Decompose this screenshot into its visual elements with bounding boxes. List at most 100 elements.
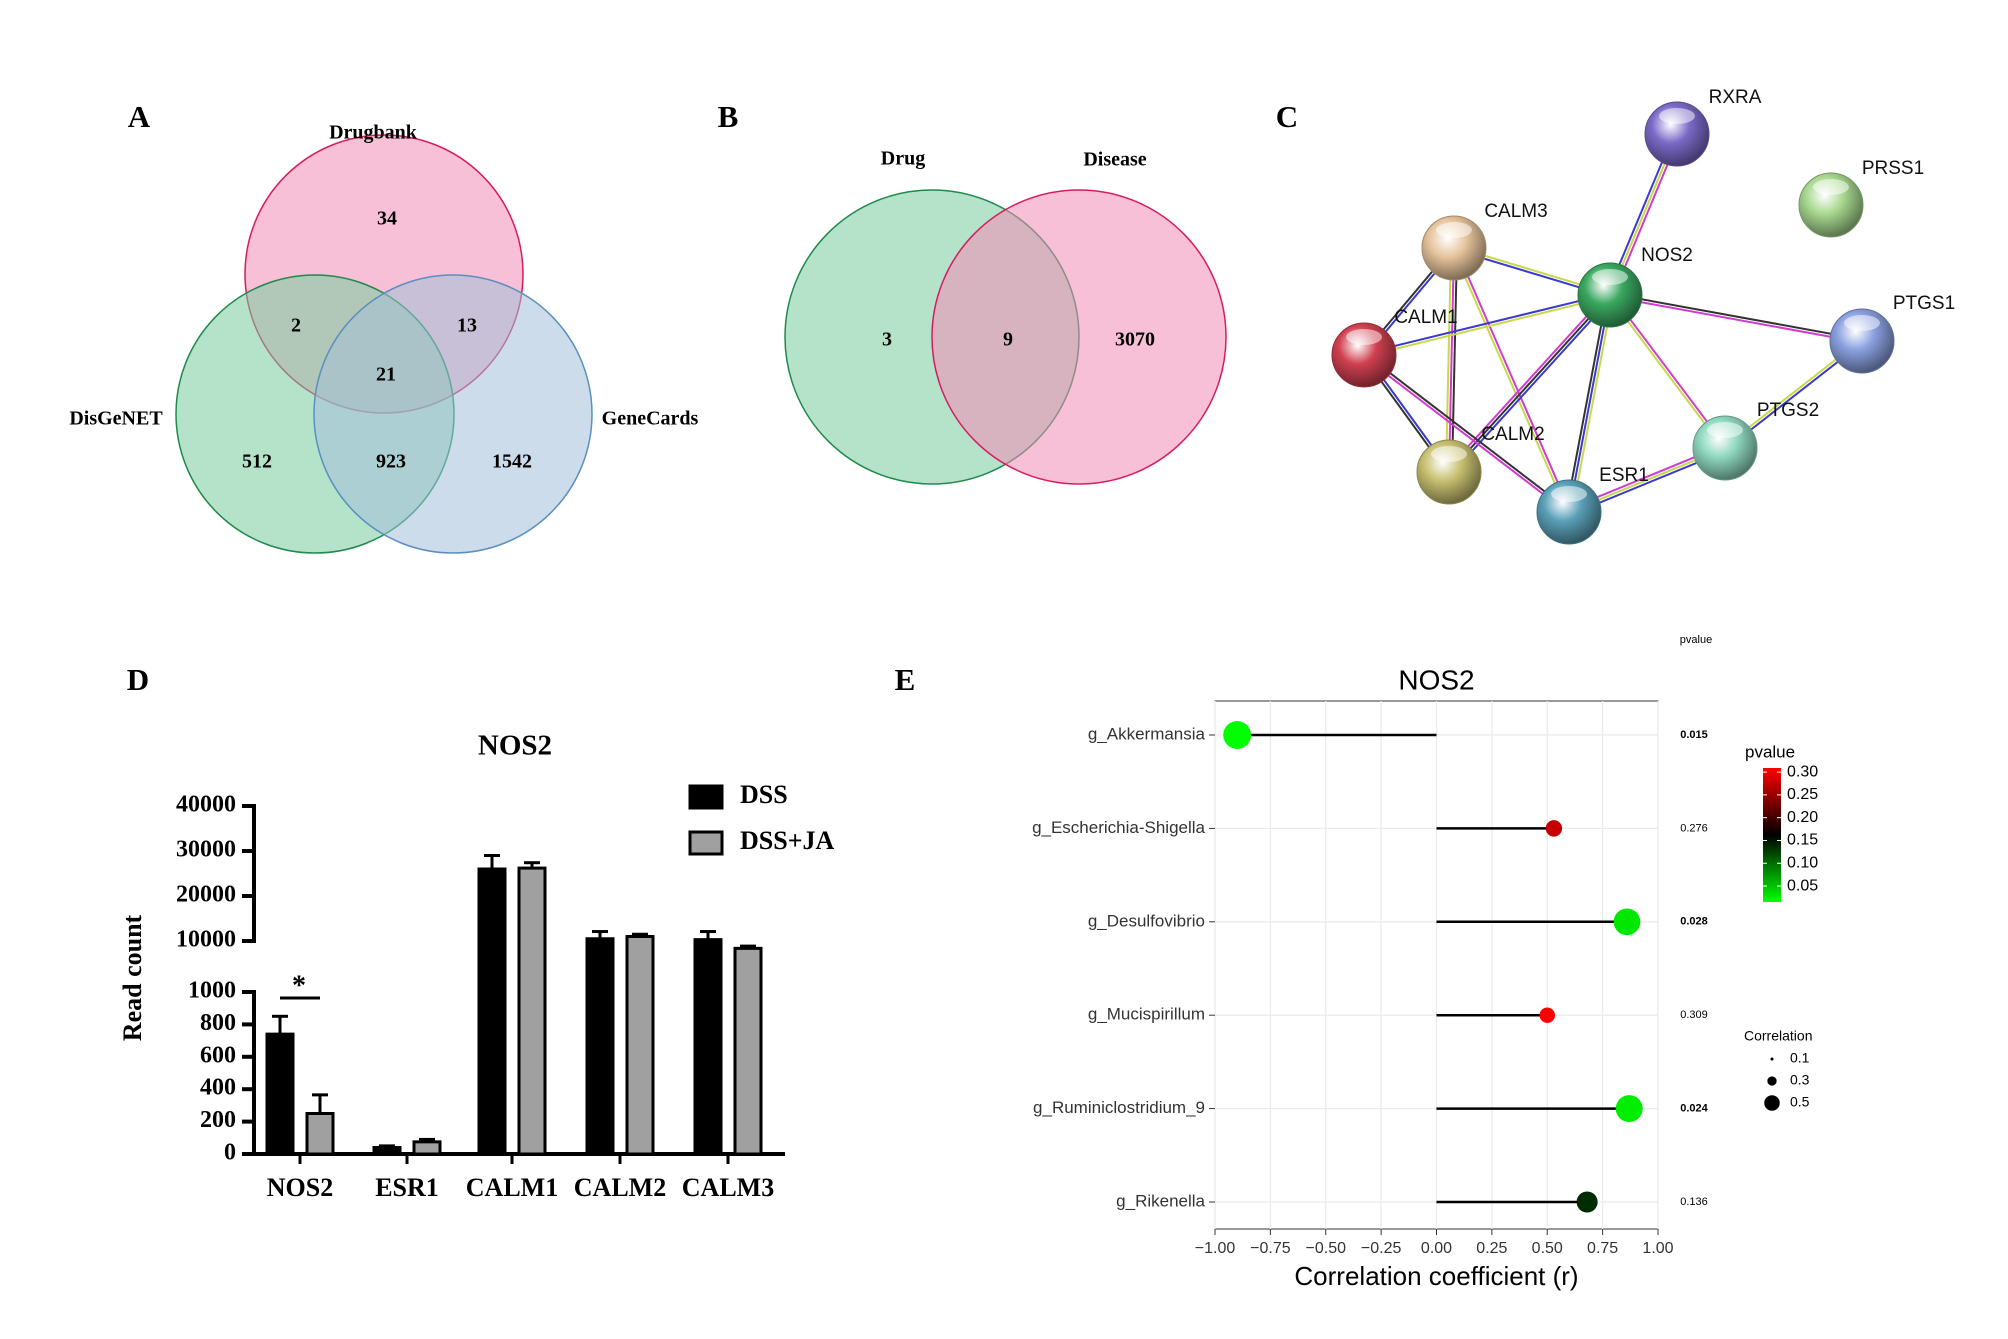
panel-letter: D	[127, 662, 149, 697]
network-edge	[1454, 247, 1572, 512]
x-tick-label: 1.00	[1642, 1240, 1673, 1257]
region-count: 3	[882, 329, 892, 351]
region-count: 34	[377, 208, 397, 230]
x-tick-label: CALM2	[574, 1173, 666, 1202]
x-tick-label: 0.75	[1587, 1240, 1618, 1257]
y-tick-label: g_Rikenella	[1116, 1191, 1205, 1210]
chart-title: NOS2	[1398, 664, 1474, 695]
network-edge	[1565, 294, 1609, 512]
set-label: DisGeNET	[69, 408, 163, 430]
size-legend-title: Correlation	[1744, 1028, 1812, 1044]
set-label: Disease	[1083, 149, 1146, 171]
bar	[517, 866, 547, 1156]
size-legend-dot	[1767, 1076, 1777, 1086]
lollipop-point	[1223, 721, 1252, 749]
region-count: 923	[376, 451, 406, 473]
region-count: 21	[376, 364, 396, 386]
pvalue-label: 0.309	[1680, 1009, 1708, 1021]
colorbar-tick-label: 0.25	[1787, 786, 1818, 803]
network-edge	[1364, 353, 1571, 512]
y-tick-label: g_Escherichia-Shigella	[1032, 818, 1205, 837]
chart-title: NOS2	[478, 730, 552, 762]
y-tick-label: 200	[200, 1107, 236, 1133]
region-count: 13	[457, 315, 477, 337]
network-edge	[1364, 295, 1611, 358]
bar	[477, 867, 507, 1156]
venn-circle	[313, 274, 593, 554]
y-tick-label: 400	[200, 1075, 236, 1101]
colorbar-tick-label: 0.10	[1787, 854, 1818, 871]
colorbar-tick-label: 0.05	[1787, 877, 1818, 894]
network-edge	[1363, 292, 1610, 355]
y-tick-label: g_Desulfovibrio	[1088, 911, 1205, 930]
node-label: ESR1	[1599, 465, 1649, 486]
legend-label: DSS+JA	[740, 826, 835, 855]
node-label: PRSS1	[1862, 158, 1924, 179]
panel-letter: B	[718, 99, 739, 134]
network-edge	[1362, 355, 1569, 514]
network-edge	[1450, 296, 1613, 475]
y-tick-label: 30000	[176, 837, 236, 863]
network-edge	[1445, 247, 1453, 472]
network-edge	[1610, 292, 1863, 341]
region-count: 3070	[1115, 329, 1155, 351]
x-tick-label: −1.00	[1195, 1240, 1236, 1257]
set-label: GeneCards	[602, 408, 699, 430]
y-tick-label: g_Akkermansia	[1088, 724, 1206, 743]
network-edge	[1448, 294, 1611, 473]
bar	[625, 935, 655, 1156]
x-tick-label: −0.50	[1306, 1240, 1347, 1257]
region-count: 2	[291, 315, 301, 337]
colorbar-title: pvalue	[1745, 742, 1795, 761]
significance-mark: *	[292, 970, 306, 1001]
region-count: 1542	[492, 451, 532, 473]
node-label: CALM3	[1484, 201, 1547, 222]
x-tick-label: −0.75	[1250, 1240, 1291, 1257]
node-label: NOS2	[1641, 245, 1693, 266]
size-legend-label: 0.1	[1790, 1050, 1810, 1066]
y-tick-label: 1000	[188, 978, 236, 1004]
network-edge	[1609, 295, 1862, 344]
x-tick-label: ESR1	[375, 1173, 439, 1202]
lollipop-point	[1545, 820, 1563, 837]
set-label: Drugbank	[329, 122, 418, 144]
network-edge	[1570, 295, 1614, 513]
panel-letter: C	[1276, 99, 1298, 134]
y-tick-label: 40000	[176, 792, 236, 818]
node-highlight	[1346, 329, 1382, 345]
node-label: RXRA	[1709, 87, 1762, 108]
y-tick-label: 600	[200, 1042, 236, 1068]
y-tick-label: 800	[200, 1010, 236, 1036]
x-axis-label: Correlation coefficient (r)	[1294, 1261, 1578, 1291]
node-label: PTGS1	[1893, 293, 1955, 314]
y-tick-label: g_Mucispirillum	[1088, 1005, 1205, 1024]
lollipop-point	[1539, 1007, 1555, 1023]
region-count: 9	[1003, 329, 1013, 351]
y-tick-label: 20000	[176, 882, 236, 908]
node-highlight	[1844, 315, 1880, 331]
pvalue-label: 0.024	[1680, 1103, 1708, 1115]
network-edge	[1450, 248, 1458, 473]
y-tick-label: 0	[224, 1140, 236, 1166]
x-tick-label: −0.25	[1361, 1240, 1402, 1257]
pvalue-header: pvalue	[1680, 634, 1712, 646]
y-tick-label: 10000	[176, 927, 236, 953]
set-label: Drug	[881, 148, 925, 170]
y-tick-label: g_Ruminiclostridium_9	[1033, 1098, 1205, 1117]
size-legend-dot	[1770, 1057, 1774, 1061]
lollipop-point	[1576, 1191, 1598, 1213]
node-label: CALM1	[1394, 307, 1457, 328]
lollipop-point	[1615, 1095, 1643, 1123]
bar	[733, 946, 763, 1156]
lollipop-point	[1613, 908, 1641, 936]
legend-swatch	[688, 830, 724, 856]
x-tick-label: 0.50	[1532, 1240, 1563, 1257]
x-tick-label: 0.00	[1421, 1240, 1452, 1257]
pvalue-label: 0.028	[1680, 916, 1708, 928]
colorbar-tick-label: 0.15	[1787, 832, 1818, 849]
x-tick-label: NOS2	[267, 1173, 333, 1202]
bar	[693, 938, 723, 1156]
colorbar-tick-label: 0.20	[1787, 809, 1818, 826]
